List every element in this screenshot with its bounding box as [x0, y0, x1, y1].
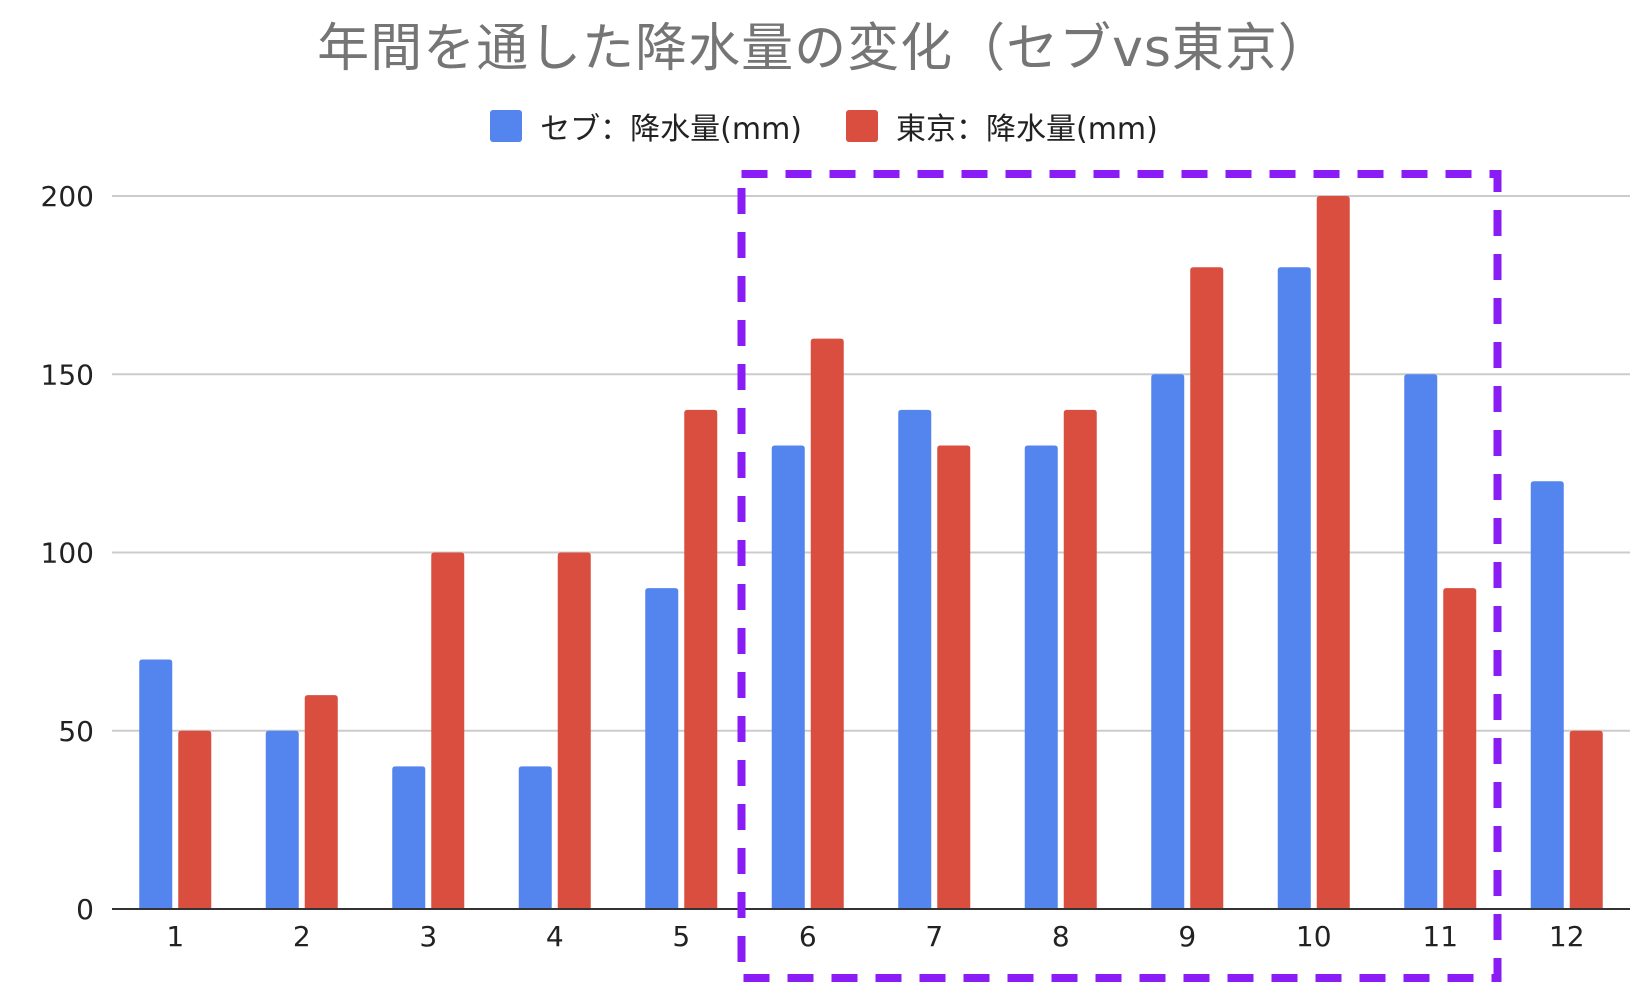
- bar-tokyo-4: [557, 552, 591, 909]
- legend-item-cebu[interactable]: セブ：降水量(mm): [490, 104, 802, 148]
- bar-cebu-10: [1277, 267, 1311, 909]
- x-tick-label-9: 9: [1178, 920, 1196, 953]
- legend-swatch-cebu: [490, 110, 523, 142]
- x-tick-label-10: 10: [1296, 920, 1332, 953]
- bar-tokyo-8: [1063, 409, 1097, 909]
- bar-cebu-1: [139, 659, 173, 909]
- x-tick-label-3: 3: [419, 920, 437, 953]
- bar-tokyo-12: [1569, 730, 1603, 909]
- bar-tokyo-3: [431, 552, 465, 909]
- legend-item-tokyo[interactable]: 東京：降水量(mm): [846, 104, 1158, 148]
- x-tick-label-8: 8: [1052, 920, 1070, 953]
- y-tick-label-50: 50: [58, 715, 94, 748]
- bar-tokyo-10: [1316, 196, 1350, 909]
- legend: セブ：降水量(mm) 東京：降水量(mm): [0, 104, 1648, 148]
- x-tick-label-1: 1: [166, 920, 184, 953]
- bar-cebu-9: [1151, 374, 1185, 909]
- bar-tokyo-7: [937, 445, 971, 909]
- bar-cebu-7: [898, 409, 932, 909]
- bar-tokyo-2: [304, 695, 338, 909]
- x-tick-label-4: 4: [546, 920, 564, 953]
- x-tick-label-2: 2: [293, 920, 311, 953]
- y-tick-label-200: 200: [41, 180, 94, 213]
- x-tick-label-6: 6: [799, 920, 817, 953]
- y-tick-label-150: 150: [41, 358, 94, 391]
- bar-tokyo-11: [1443, 588, 1477, 909]
- legend-label-cebu: セブ：降水量(mm): [540, 112, 802, 147]
- bar-cebu-6: [771, 445, 805, 909]
- bar-tokyo-1: [178, 730, 212, 909]
- y-tick-label-100: 100: [41, 537, 94, 570]
- x-tick-label-5: 5: [672, 920, 690, 953]
- bar-tokyo-6: [810, 338, 844, 910]
- bar-cebu-5: [645, 588, 679, 909]
- x-tick-label-7: 7: [925, 920, 943, 953]
- y-tick-label-0: 0: [76, 893, 94, 926]
- bar-cebu-12: [1530, 481, 1564, 909]
- x-tick-label-11: 11: [1422, 920, 1458, 953]
- x-tick-label-12: 12: [1549, 920, 1585, 953]
- bar-cebu-2: [265, 730, 299, 909]
- highlight-box: [737, 170, 1502, 982]
- legend-swatch-tokyo: [846, 110, 878, 142]
- bar-cebu-4: [518, 766, 552, 909]
- bar-tokyo-9: [1190, 267, 1224, 909]
- bar-cebu-3: [392, 766, 426, 909]
- chart-title: 年間を通した降水量の変化（セブvs東京）: [317, 19, 1331, 79]
- bar-tokyo-5: [684, 409, 718, 909]
- legend-label-tokyo: 東京：降水量(mm): [896, 112, 1158, 147]
- bar-cebu-8: [1024, 445, 1058, 909]
- bar-cebu-11: [1404, 374, 1438, 909]
